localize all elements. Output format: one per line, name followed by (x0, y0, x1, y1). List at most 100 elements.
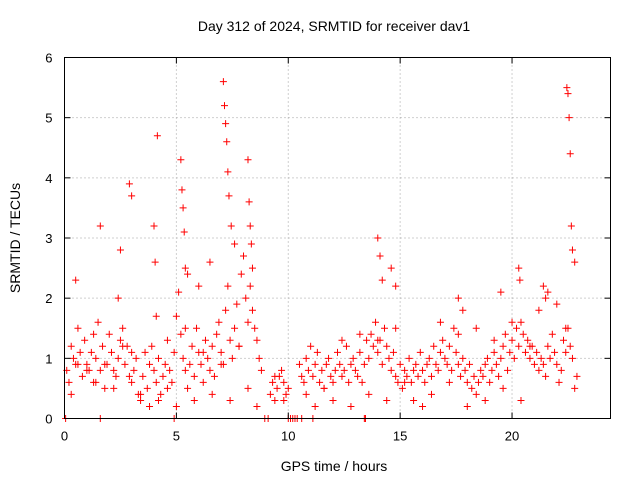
data-point (179, 354, 187, 362)
y-tick-label: 6 (45, 51, 52, 66)
data-point (208, 390, 216, 398)
data-point (539, 360, 547, 368)
data-point (190, 396, 198, 404)
data-point (163, 336, 171, 344)
chart-title: Day 312 of 2024, SRMTID for receiver dav… (198, 18, 471, 34)
data-point (419, 366, 427, 374)
data-point (526, 354, 534, 362)
data-point (450, 324, 458, 332)
data-point (152, 378, 160, 386)
data-point (416, 348, 424, 356)
data-point (389, 348, 397, 356)
data-point (125, 372, 133, 380)
data-point (351, 366, 359, 374)
data-point (271, 396, 279, 404)
data-point (208, 342, 216, 350)
data-point (226, 336, 234, 344)
data-point (96, 366, 104, 374)
data-point (231, 324, 239, 332)
data-point (515, 264, 523, 272)
data-point (217, 360, 225, 368)
data-point (92, 378, 100, 386)
data-point (280, 396, 288, 404)
data-point (349, 354, 357, 362)
data-point (128, 348, 136, 356)
data-point (74, 360, 82, 368)
data-point (170, 348, 178, 356)
data-point (566, 342, 574, 350)
data-point (204, 354, 212, 362)
data-point (65, 378, 73, 386)
data-point (137, 396, 145, 404)
data-point (380, 324, 388, 332)
data-point (407, 378, 415, 386)
data-point (87, 348, 95, 356)
data-point (492, 360, 500, 368)
data-point (235, 342, 243, 350)
data-point (245, 198, 253, 206)
data-point (363, 336, 371, 344)
data-point (356, 348, 364, 356)
data-point (539, 282, 547, 290)
data-point (383, 396, 391, 404)
data-point (304, 366, 312, 374)
data-point (483, 354, 491, 362)
data-point (463, 378, 471, 386)
data-point (83, 360, 91, 368)
data-point (542, 372, 550, 380)
data-point (143, 384, 151, 392)
y-tick-label: 3 (45, 231, 52, 246)
data-point (257, 366, 265, 374)
data-point (177, 156, 185, 164)
data-point (356, 330, 364, 338)
data-point (516, 276, 524, 284)
data-point (190, 372, 198, 380)
data-point (215, 318, 223, 326)
data-point (519, 330, 527, 338)
data-point (490, 336, 498, 344)
data-point (116, 336, 124, 344)
data-point (394, 378, 402, 386)
grid (64, 57, 611, 419)
data-point (201, 336, 209, 344)
data-point (567, 222, 575, 230)
data-point (280, 378, 288, 386)
data-point (177, 330, 185, 338)
data-point (506, 348, 514, 356)
data-point (378, 276, 386, 284)
data-point (334, 348, 341, 356)
data-point (419, 402, 427, 410)
data-point (307, 342, 315, 350)
data-point (141, 348, 149, 356)
data-point (374, 234, 382, 242)
data-point (542, 294, 550, 302)
data-point (153, 132, 161, 140)
data-point (150, 366, 158, 374)
data-point (472, 390, 480, 398)
data-point (244, 384, 252, 392)
data-point (242, 294, 250, 302)
data-point (130, 366, 138, 374)
data-point (490, 348, 498, 356)
data-point (112, 372, 120, 380)
data-point (495, 372, 503, 380)
data-point (563, 84, 571, 92)
data-point (374, 336, 382, 344)
data-point (365, 390, 373, 398)
data-point (148, 342, 156, 350)
data-point (94, 318, 102, 326)
data-point (114, 294, 122, 302)
data-point (345, 378, 353, 386)
data-point (546, 354, 554, 362)
data-point (295, 360, 303, 368)
data-point (553, 300, 561, 308)
data-point (548, 330, 556, 338)
data-point (544, 288, 552, 296)
data-point (354, 372, 362, 380)
data-point (555, 378, 563, 386)
data-point (83, 366, 91, 374)
data-point (150, 222, 158, 230)
data-point (168, 378, 176, 386)
data-point (544, 342, 552, 350)
